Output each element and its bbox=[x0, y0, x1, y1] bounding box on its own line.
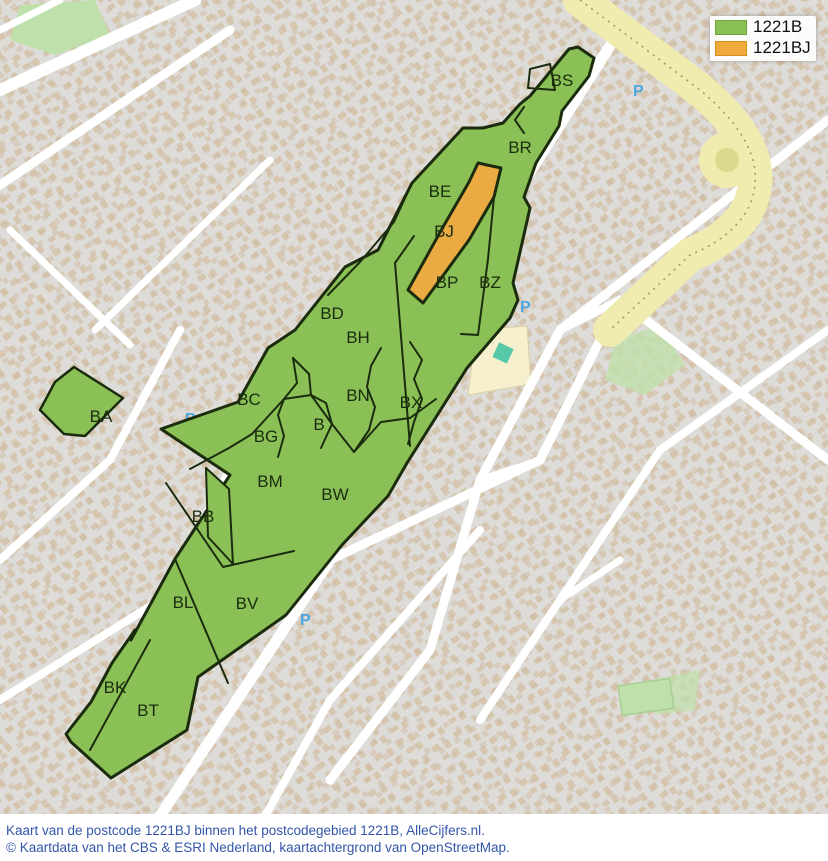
svg-text:BX: BX bbox=[400, 393, 423, 412]
svg-text:BG: BG bbox=[254, 427, 279, 446]
svg-text:BN: BN bbox=[346, 386, 370, 405]
svg-text:BE: BE bbox=[429, 182, 452, 201]
svg-text:BW: BW bbox=[321, 485, 348, 504]
svg-text:BL: BL bbox=[173, 593, 194, 612]
svg-text:BR: BR bbox=[508, 138, 532, 157]
svg-text:BP: BP bbox=[436, 273, 459, 292]
svg-text:BM: BM bbox=[257, 472, 283, 491]
svg-text:BB: BB bbox=[192, 507, 215, 526]
svg-text:BZ: BZ bbox=[479, 273, 501, 292]
svg-text:BD: BD bbox=[320, 304, 344, 323]
svg-text:BK: BK bbox=[104, 678, 127, 697]
svg-text:BH: BH bbox=[346, 328, 370, 347]
svg-text:BA: BA bbox=[90, 407, 113, 426]
svg-text:BJ: BJ bbox=[434, 222, 454, 241]
svg-text:BT: BT bbox=[137, 701, 159, 720]
svg-text:BV: BV bbox=[236, 594, 259, 613]
svg-text:BC: BC bbox=[237, 390, 261, 409]
svg-text:BS: BS bbox=[551, 71, 574, 90]
svg-text:B: B bbox=[313, 415, 324, 434]
